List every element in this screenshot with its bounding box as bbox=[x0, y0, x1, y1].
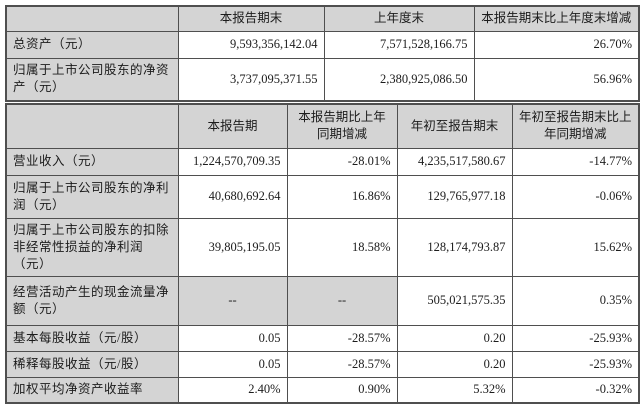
table-row-net-profit-excl-nonrecurring: 归属于上市公司股东的扣除非经常性损益的净利润（元） 39,805,195.05 … bbox=[5, 217, 640, 277]
table-row-net-profit: 归属于上市公司股东的净利润（元） 40,680,692.64 16.86% 12… bbox=[5, 174, 640, 219]
row-label: 总资产（元） bbox=[5, 30, 179, 59]
value-cell: 0.20 bbox=[396, 324, 513, 352]
reporting-period-header-row: 本报告期 本报告期比上年同期增减 年初至报告期末 年初至报告期末比上年同期增减 bbox=[5, 103, 640, 149]
value-cell: 15.62% bbox=[511, 217, 640, 277]
value-cell: 4,235,517,580.67 bbox=[396, 147, 513, 176]
value-cell: 16.86% bbox=[286, 174, 398, 219]
value-cell: 505,021,575.35 bbox=[396, 275, 513, 326]
value-cell: 0.90% bbox=[286, 376, 398, 404]
row-label: 营业收入（元） bbox=[5, 147, 179, 176]
value-cell: 0.05 bbox=[177, 350, 288, 378]
row-label: 归属于上市公司股东的扣除非经常性损益的净利润（元） bbox=[5, 217, 179, 277]
row-label: 归属于上市公司股东的净资产（元） bbox=[5, 57, 179, 102]
value-cell-not-applicable: -- bbox=[286, 275, 398, 326]
value-cell: -0.06% bbox=[511, 174, 640, 219]
table-row-weighted-avg-roe: 加权平均净资产收益率 2.40% 0.90% 5.32% -0.32% bbox=[5, 376, 640, 404]
value-cell: 128,174,793.87 bbox=[396, 217, 513, 277]
header-cell-empty bbox=[5, 5, 179, 32]
header-cell-empty bbox=[5, 103, 179, 149]
period-end-table: 本报告期末 上年度末 本报告期末比上年度末增减 总资产（元） 9,593,356… bbox=[5, 5, 640, 102]
table-row-operating-cash-flow: 经营活动产生的现金流量净额（元） -- -- 505,021,575.35 0.… bbox=[5, 275, 640, 326]
value-cell: 1,224,570,709.35 bbox=[177, 147, 288, 176]
table-row-total-assets: 总资产（元） 9,593,356,142.04 7,571,528,166.75… bbox=[5, 30, 640, 59]
value-cell: 0.35% bbox=[511, 275, 640, 326]
row-label: 归属于上市公司股东的净利润（元） bbox=[5, 174, 179, 219]
table-row-net-assets: 归属于上市公司股东的净资产（元） 3,737,095,371.55 2,380,… bbox=[5, 57, 640, 102]
header-cell-prior-year-end: 上年度末 bbox=[323, 5, 475, 32]
value-cell: 39,805,195.05 bbox=[177, 217, 288, 277]
value-cell: -25.93% bbox=[511, 350, 640, 378]
table-row-diluted-eps: 稀释每股收益（元/股） 0.05 -28.57% 0.20 -25.93% bbox=[5, 350, 640, 378]
header-cell-ytd-change-vs-same-period: 年初至报告期末比上年同期增减 bbox=[511, 103, 640, 149]
value-cell: -28.57% bbox=[286, 350, 398, 378]
value-cell: -0.32% bbox=[511, 376, 640, 404]
value-cell: 26.70% bbox=[473, 30, 640, 59]
value-cell: 9,593,356,142.04 bbox=[177, 30, 325, 59]
value-cell: -25.93% bbox=[511, 324, 640, 352]
value-cell: 18.58% bbox=[286, 217, 398, 277]
value-cell: 0.20 bbox=[396, 350, 513, 378]
period-end-header-row: 本报告期末 上年度末 本报告期末比上年度末增减 bbox=[5, 5, 640, 32]
row-label: 稀释每股收益（元/股） bbox=[5, 350, 179, 378]
value-cell: -28.01% bbox=[286, 147, 398, 176]
value-cell: 7,571,528,166.75 bbox=[323, 30, 475, 59]
value-cell: -28.57% bbox=[286, 324, 398, 352]
value-cell: 40,680,692.64 bbox=[177, 174, 288, 219]
value-cell: 5.32% bbox=[396, 376, 513, 404]
row-label: 基本每股收益（元/股） bbox=[5, 324, 179, 352]
value-cell: 129,765,977.18 bbox=[396, 174, 513, 219]
reporting-period-table: 本报告期 本报告期比上年同期增减 年初至报告期末 年初至报告期末比上年同期增减 … bbox=[5, 103, 640, 404]
row-label: 加权平均净资产收益率 bbox=[5, 376, 179, 404]
value-cell: 0.05 bbox=[177, 324, 288, 352]
value-cell-not-applicable: -- bbox=[177, 275, 288, 326]
row-label: 经营活动产生的现金流量净额（元） bbox=[5, 275, 179, 326]
value-cell: 2,380,925,086.50 bbox=[323, 57, 475, 102]
value-cell: 3,737,095,371.55 bbox=[177, 57, 325, 102]
table-row-operating-revenue: 营业收入（元） 1,224,570,709.35 -28.01% 4,235,5… bbox=[5, 147, 640, 176]
value-cell: -14.77% bbox=[511, 147, 640, 176]
header-cell-change-vs-same-period: 本报告期比上年同期增减 bbox=[286, 103, 398, 149]
header-cell-change-vs-prior-year-end: 本报告期末比上年度末增减 bbox=[473, 5, 640, 32]
value-cell: 56.96% bbox=[473, 57, 640, 102]
table-row-basic-eps: 基本每股收益（元/股） 0.05 -28.57% 0.20 -25.93% bbox=[5, 324, 640, 352]
header-cell-year-to-date: 年初至报告期末 bbox=[396, 103, 513, 149]
value-cell: 2.40% bbox=[177, 376, 288, 404]
header-cell-current-period-end: 本报告期末 bbox=[177, 5, 325, 32]
header-cell-current-period: 本报告期 bbox=[177, 103, 288, 149]
